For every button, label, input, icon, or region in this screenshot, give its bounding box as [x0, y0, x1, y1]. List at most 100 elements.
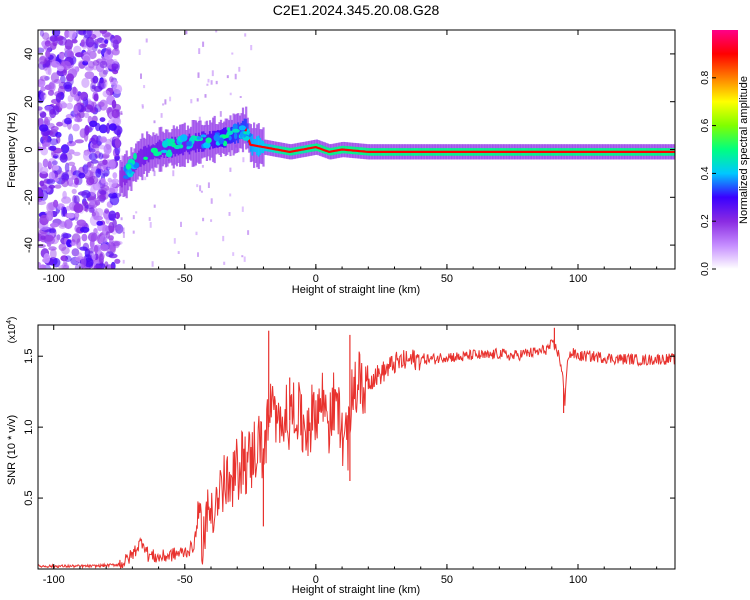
heatmap-ridge-body — [235, 126, 238, 141]
heatmap-ridge-blob — [228, 135, 232, 141]
heatmap-noise-cell — [38, 47, 45, 54]
heatmap-noise-cell — [98, 253, 104, 265]
heatmap-noise-cell — [46, 202, 54, 213]
heatmap-noise-cell — [38, 93, 45, 104]
heatmap-noise-cell — [210, 80, 213, 85]
heatmap-noise-cell — [190, 99, 193, 104]
heatmap-ridge-body — [237, 122, 240, 144]
heatmap-noise-cell — [105, 122, 111, 134]
heatmap-noise-cell — [250, 45, 253, 51]
heatmap-noise-cell — [99, 60, 108, 69]
heatmap-noise-cell — [86, 104, 93, 110]
x-tick-label: 50 — [441, 574, 453, 586]
heatmap-ridge-blob — [125, 163, 132, 170]
heatmap-ridge-body — [144, 145, 147, 164]
heatmap-noise-cell — [228, 212, 231, 216]
heatmap-noise-cell — [88, 152, 98, 161]
heatmap-noise-cell — [96, 220, 103, 226]
heatmap-noise-cell — [207, 78, 210, 83]
heatmap-noise-cell — [162, 103, 165, 106]
heatmap-noise-layer — [38, 30, 253, 269]
heatmap-noise-cell — [68, 133, 74, 144]
heatmap-noise-cell — [98, 79, 107, 84]
heatmap-noise-cell — [74, 139, 84, 144]
heatmap-noise-cell — [109, 76, 114, 83]
heatmap-noise-cell — [114, 137, 121, 149]
heatmap-noise-cell — [199, 185, 202, 192]
heatmap-noise-cell — [234, 73, 237, 80]
heatmap-noise-cell — [105, 166, 111, 171]
heatmap-noise-cell — [153, 120, 156, 124]
heatmap-ridge-blob — [158, 151, 162, 155]
heatmap-noise-cell — [62, 173, 69, 181]
heatmap-noise-cell — [82, 163, 89, 174]
heatmap-noise-cell — [197, 72, 200, 78]
heatmap-ridge-body — [136, 152, 139, 169]
heatmap-ridge-body — [194, 133, 197, 153]
heatmap-noise-cell — [56, 121, 63, 127]
heatmap-noise-cell — [80, 256, 87, 268]
heatmap-noise-cell — [97, 49, 102, 54]
x-tick-label: -50 — [177, 574, 193, 586]
heatmap-noise-cell — [38, 106, 43, 111]
heatmap-ridge-body — [197, 132, 201, 152]
heatmap-ridge-blob — [218, 137, 225, 145]
colorbar-tick-label: 0.2 — [700, 214, 711, 228]
heatmap-noise-cell — [74, 263, 81, 269]
heatmap-noise-cell — [46, 178, 56, 185]
heatmap-ridge-body — [230, 126, 234, 144]
heatmap-noise-cell — [97, 101, 105, 108]
heatmap-noise-cell — [91, 252, 96, 261]
heatmap-noise-cell — [201, 165, 204, 168]
heatmap-noise-cell — [104, 208, 110, 214]
heatmap-noise-cell — [111, 240, 121, 247]
heatmap-ridge-blob — [239, 131, 243, 139]
heatmap-noise-cell — [90, 81, 97, 93]
chart-title: C2E1.2024.345.20.08.G28 — [273, 2, 440, 18]
heatmap-noise-cell — [77, 191, 88, 196]
heatmap-noise-cell — [202, 217, 205, 222]
heatmap-noise-cell — [112, 39, 119, 50]
heatmap-noise-cell — [200, 190, 203, 193]
heatmap-ridge-blob — [167, 138, 176, 144]
snr-scale-suffix: ) — [7, 317, 18, 320]
snr-series-layer — [38, 327, 675, 569]
heatmap-noise-cell — [138, 49, 141, 55]
heatmap-ridge-body — [199, 135, 202, 149]
heatmap-noise-cell — [48, 123, 55, 129]
heatmap-noise-cell — [81, 77, 90, 88]
x-tick-label: 50 — [441, 273, 453, 285]
heatmap-noise-cell — [48, 171, 55, 181]
heatmap-noise-cell — [76, 219, 87, 227]
snr-series-line — [38, 339, 675, 569]
heatmap-ridge-body — [182, 135, 185, 156]
heatmap-noise-cell — [238, 66, 241, 72]
heatmap-ridge-blob — [186, 141, 191, 147]
x-tick-label: 0 — [313, 273, 319, 285]
y-tick-label: 20 — [23, 96, 35, 108]
heatmap-ridge-body — [146, 147, 149, 161]
heatmap-noise-cell — [40, 86, 46, 92]
snr-plot-area — [38, 325, 675, 569]
y-tick-label: -20 — [23, 189, 35, 205]
heatmap-ridge-body — [147, 144, 150, 163]
heatmap-noise-cell — [60, 75, 66, 84]
heatmap-noise-cell — [95, 208, 104, 217]
heatmap-noise-cell — [83, 112, 90, 119]
heatmap-noise-cell — [71, 248, 80, 257]
heatmap-noise-cell — [69, 86, 79, 98]
heatmap-noise-cell — [51, 160, 58, 166]
heatmap-noise-cell — [66, 212, 75, 219]
heatmap-noise-cell — [120, 217, 123, 221]
heatmap-ridge-body — [183, 137, 186, 152]
heatmap-noise-cell — [61, 60, 72, 71]
heatmap-noise-cell — [92, 182, 101, 191]
colorbar-label: Normalized spectral amplitude — [738, 76, 750, 224]
y-tick-label: 40 — [23, 48, 35, 60]
heatmap-noise-cell — [231, 52, 234, 55]
heatmap-noise-cell — [89, 175, 99, 185]
heatmap-noise-cell — [76, 238, 81, 250]
heatmap-noise-cell — [46, 210, 54, 222]
heatmap-noise-cell — [210, 198, 213, 204]
heatmap-noise-cell — [95, 168, 102, 178]
